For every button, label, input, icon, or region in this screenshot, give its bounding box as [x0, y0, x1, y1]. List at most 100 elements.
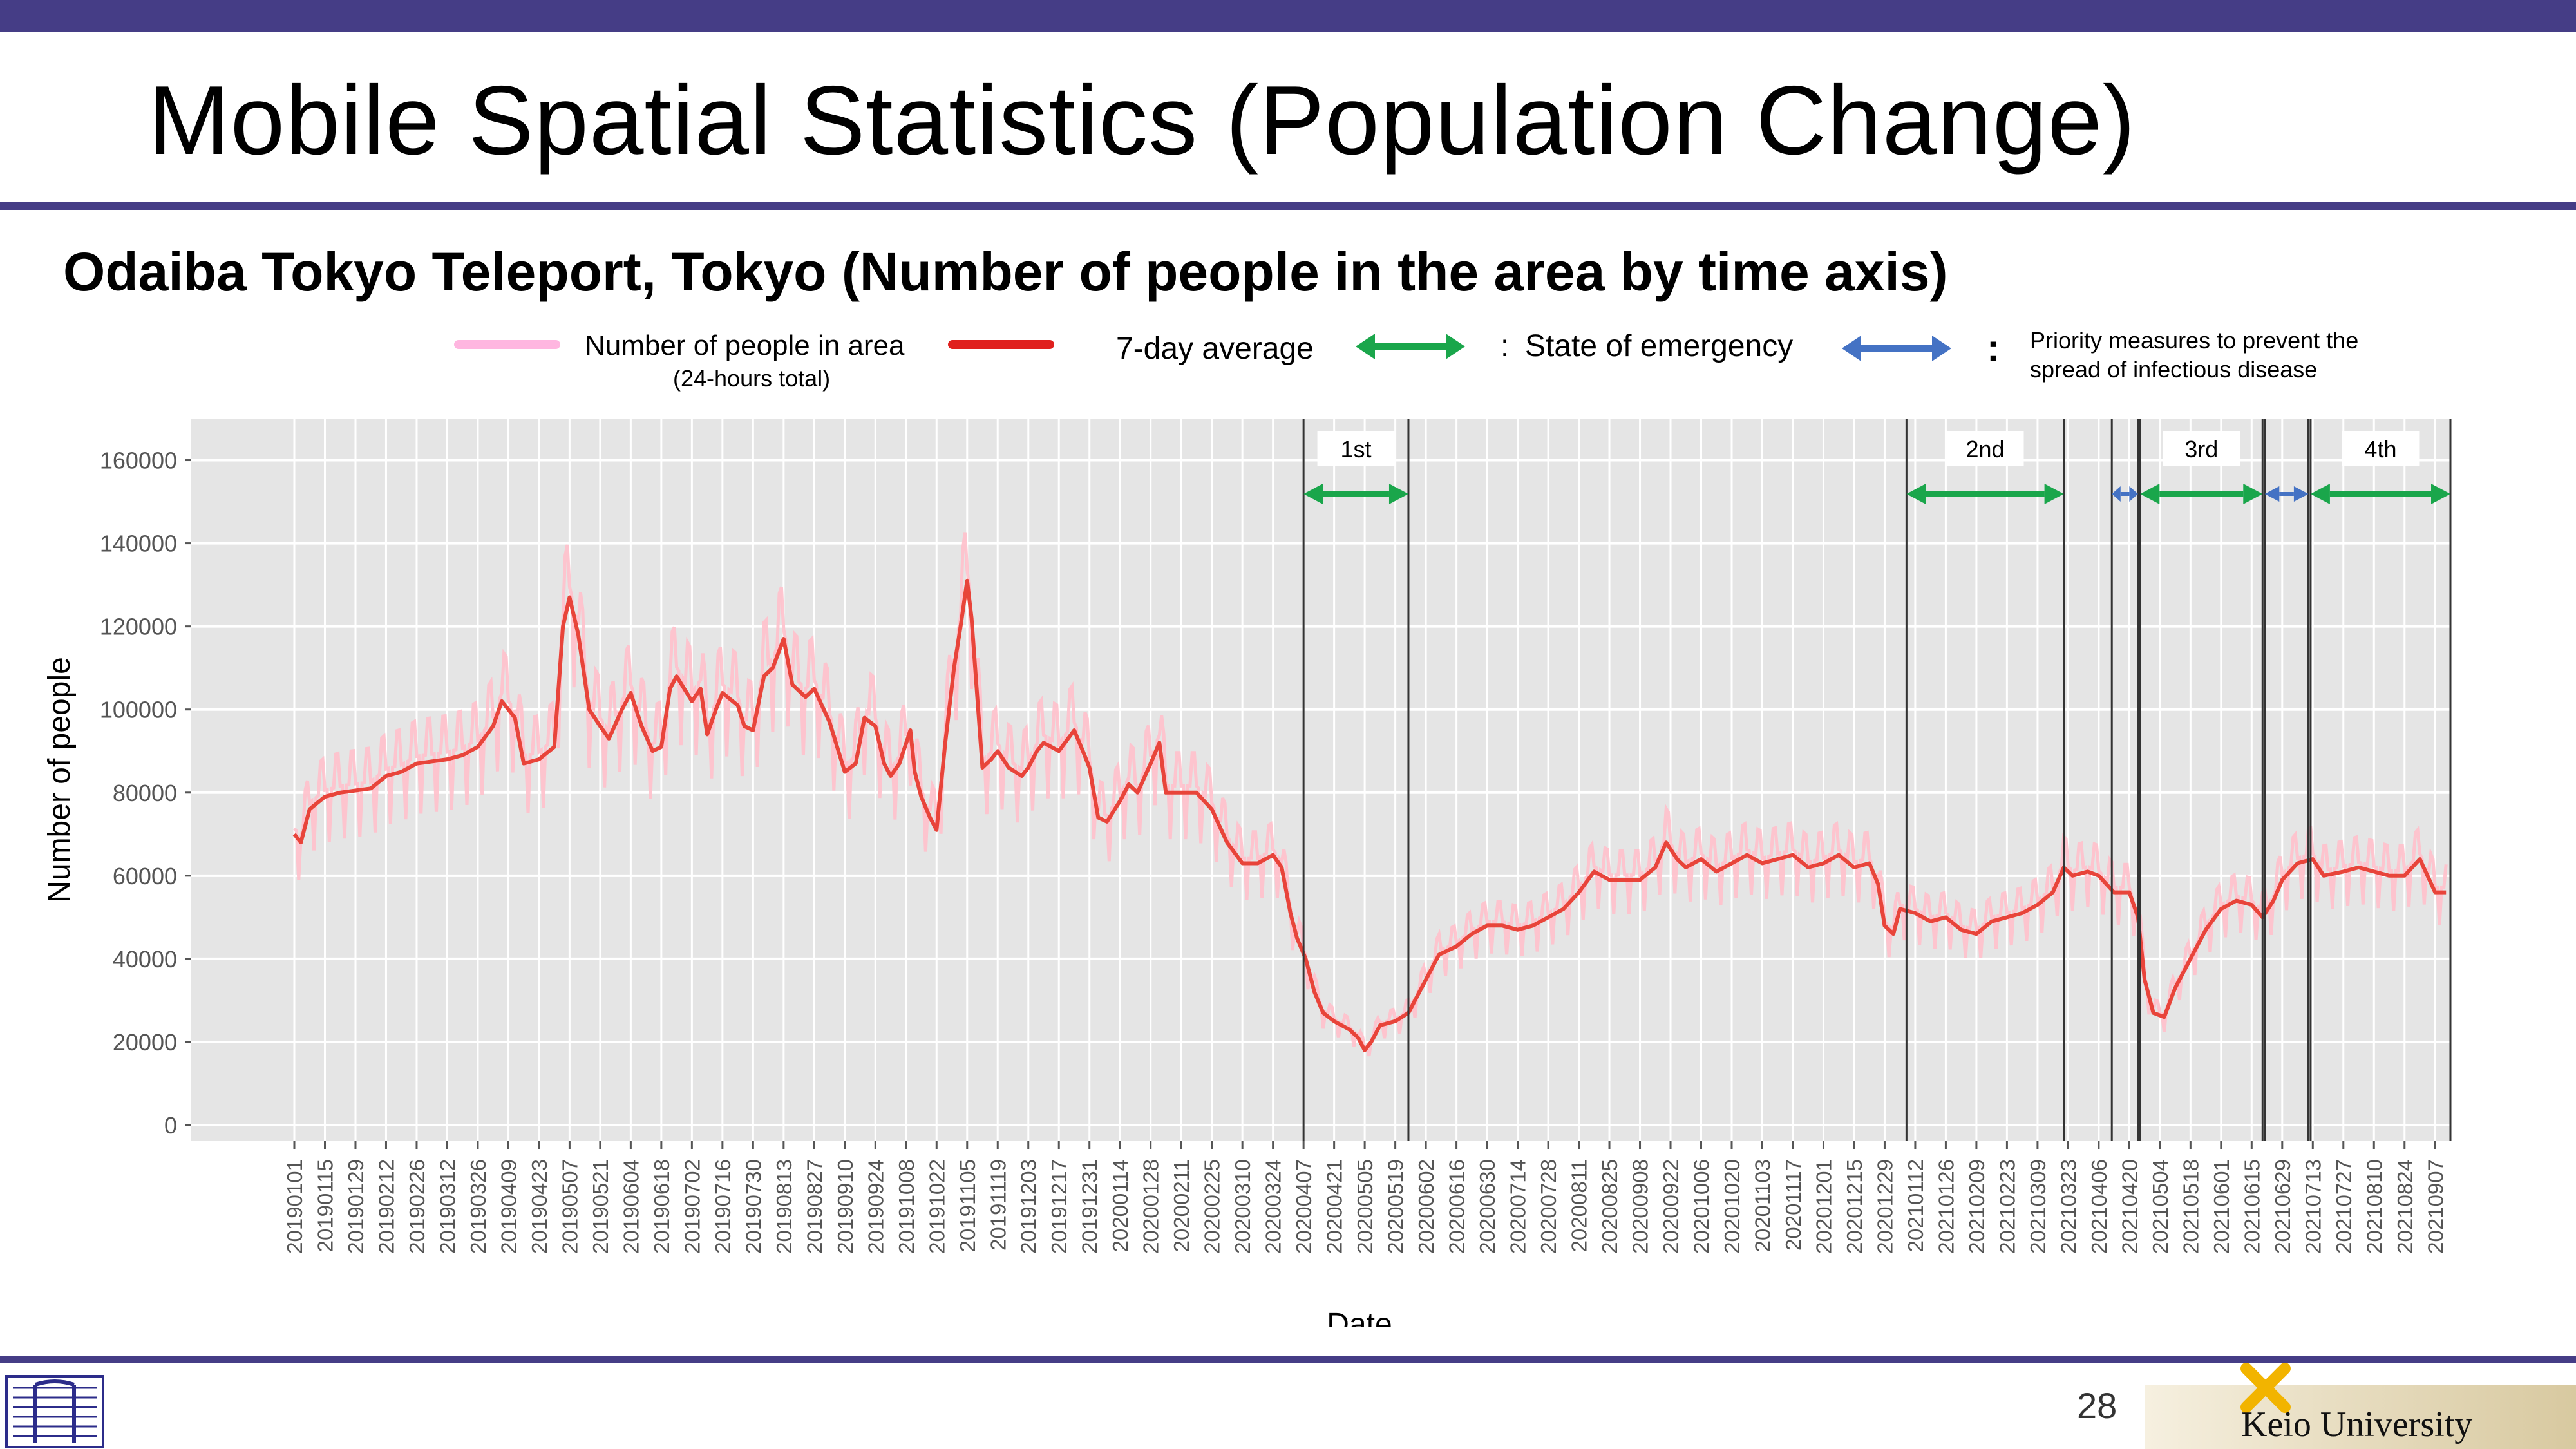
x-tick-label: 20200421 — [1323, 1159, 1347, 1254]
event-arrow-head-left — [2140, 484, 2160, 504]
legend-avg-label: 7-day average — [1116, 332, 1314, 366]
x-tick-label: 20210601 — [2210, 1159, 2233, 1254]
legend-priority-label-2: spread of infectious disease — [2030, 356, 2318, 383]
event-arrow-head-right — [1388, 484, 1408, 504]
x-tick-label: 20201201 — [1812, 1159, 1835, 1254]
y-tick-label: 0 — [164, 1112, 177, 1139]
keio-logo: Keio University — [2145, 1363, 2576, 1449]
plot-background — [191, 419, 2450, 1141]
y-tick-label: 160000 — [100, 448, 177, 474]
legend-priority-label-1: Priority measures to prevent the — [2030, 327, 2359, 354]
x-tick-label: 20200505 — [1353, 1159, 1377, 1254]
x-tick-label: 20210504 — [2148, 1159, 2172, 1254]
x-tick-label: 20210824 — [2393, 1159, 2417, 1254]
x-tick-label: 20200714 — [1506, 1159, 1530, 1254]
x-tick-label: 20201020 — [1720, 1159, 1744, 1254]
x-tick-label: 20200225 — [1200, 1159, 1224, 1254]
legend-sep-2: : — [1987, 327, 2000, 370]
y-tick-label: 60000 — [113, 863, 177, 889]
x-tick-label: 20210209 — [1965, 1159, 1989, 1254]
legend-priority-arrow-icon — [1842, 336, 1951, 361]
x-tick-label: 20201117 — [1781, 1159, 1805, 1251]
x-tick-label: 20200616 — [1445, 1159, 1469, 1254]
x-tick-label: 20200324 — [1262, 1159, 1285, 1254]
event-label-box — [2342, 431, 2420, 466]
x-tick-label: 20191008 — [895, 1159, 918, 1254]
y-tick-label: 80000 — [113, 780, 177, 806]
x-tick-label: 20200128 — [1139, 1159, 1163, 1254]
x-tick-label: 20210518 — [2179, 1159, 2202, 1254]
x-tick-label: 20200825 — [1598, 1159, 1622, 1254]
x-tick-label: 20191217 — [1047, 1159, 1071, 1254]
x-tick-label: 20210223 — [1995, 1159, 2019, 1254]
slide-subtitle: Odaiba Tokyo Teleport, Tokyo (Number of … — [63, 242, 1948, 302]
x-tick-label: 20190716 — [711, 1159, 735, 1254]
x-tick-label: 20200630 — [1475, 1159, 1499, 1254]
x-tick-label: 20190409 — [497, 1159, 520, 1254]
x-tick-label: 20201215 — [1842, 1159, 1866, 1254]
x-tick-label: 20190604 — [619, 1159, 643, 1254]
y-tick-label: 120000 — [100, 614, 177, 640]
x-tick-label: 20210112 — [1904, 1159, 1927, 1252]
x-tick-label: 20191022 — [925, 1159, 949, 1254]
x-tick-label: 20190101 — [283, 1159, 307, 1254]
x-tick-label: 20210406 — [2087, 1159, 2111, 1254]
x-tick-label: 20190521 — [589, 1159, 612, 1254]
x-tick-label: 20210629 — [2271, 1159, 2295, 1254]
x-tick-label: 20201229 — [1873, 1159, 1897, 1254]
x-tick-label: 20190326 — [466, 1159, 490, 1254]
event-label-box — [1317, 431, 1395, 466]
event-arrow-head-left — [2310, 484, 2330, 504]
x-tick-label: 20190702 — [680, 1159, 704, 1254]
legend-avg-swatch — [948, 340, 1054, 349]
x-tick-label: 20200114 — [1108, 1159, 1132, 1252]
y-tick-label: 40000 — [113, 946, 177, 972]
x-tick-label: 20190730 — [741, 1159, 765, 1254]
x-tick-label: 20210420 — [2117, 1159, 2141, 1254]
x-tick-label: 20190910 — [833, 1159, 857, 1254]
event-arrow-head-left — [2112, 486, 2121, 502]
x-tick-label: 20200211 — [1170, 1159, 1193, 1252]
event-label: 3rd — [2184, 436, 2218, 462]
x-tick-label: 20190115 — [313, 1159, 337, 1252]
x-tick-label: 20210126 — [1934, 1159, 1958, 1254]
legend-emergency-label: State of emergency — [1525, 329, 1794, 363]
x-tick-label: 20200407 — [1292, 1159, 1316, 1254]
series-line-daily — [293, 532, 2448, 1057]
x-tick-label: 20190924 — [864, 1159, 887, 1254]
x-tick-label: 20190226 — [405, 1159, 429, 1254]
event-arrow-head-left — [1303, 484, 1323, 504]
top-brand-bar — [0, 0, 2576, 32]
page-number: 28 — [2077, 1385, 2117, 1426]
x-tick-label: 20210323 — [2056, 1159, 2080, 1254]
title-divider — [0, 202, 2576, 210]
event-label-box — [2163, 431, 2240, 466]
event-label-box — [1946, 431, 2024, 466]
x-tick-label: 20190827 — [802, 1159, 826, 1254]
x-tick-label: 20200519 — [1384, 1159, 1408, 1254]
event-arrow-head-right — [2431, 484, 2450, 504]
keio-university-label: Keio University — [2241, 1405, 2473, 1444]
legend-emergency-arrow-icon — [1356, 334, 1465, 359]
x-tick-label: 20190212 — [374, 1159, 398, 1254]
lab-logo-icon — [5, 1375, 104, 1448]
x-tick-label: 20191105 — [956, 1159, 980, 1252]
event-arrow-head-right — [2243, 484, 2263, 504]
x-tick-label: 20190423 — [527, 1159, 551, 1254]
x-tick-label: 20190507 — [558, 1159, 582, 1254]
x-tick-label: 20200310 — [1231, 1159, 1255, 1254]
x-tick-label: 20190129 — [344, 1159, 368, 1254]
x-tick-label: 20210309 — [2026, 1159, 2050, 1254]
x-tick-label: 20200602 — [1414, 1159, 1438, 1254]
x-tick-label: 20191231 — [1078, 1159, 1102, 1254]
footer-divider — [0, 1356, 2576, 1363]
x-tick-label: 20210810 — [2362, 1159, 2386, 1254]
x-tick-label: 20200922 — [1659, 1159, 1683, 1254]
event-arrow-head-right — [2044, 484, 2064, 504]
x-axis-label: Date — [1327, 1307, 1392, 1327]
keio-pen-icon — [2240, 1363, 2291, 1413]
event-label: 2nd — [1965, 436, 2004, 462]
x-tick-label: 20210907 — [2423, 1159, 2447, 1254]
event-arrow-head-left — [2264, 486, 2280, 502]
legend-people-label: Number of people in area — [585, 330, 905, 361]
